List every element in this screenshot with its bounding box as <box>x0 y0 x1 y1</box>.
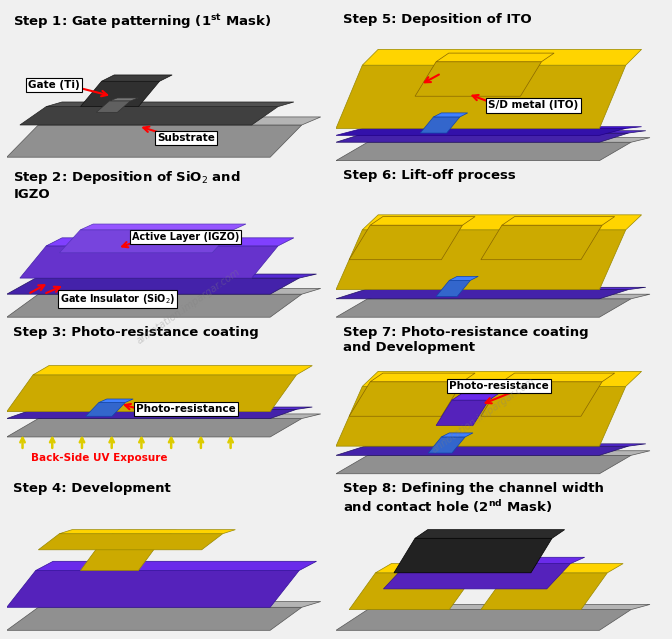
Polygon shape <box>81 538 162 571</box>
Polygon shape <box>7 125 302 157</box>
Text: Step 5: Deposition of ITO: Step 5: Deposition of ITO <box>343 13 531 26</box>
Polygon shape <box>436 281 470 296</box>
Text: Step 3: Photo-resistance coating: Step 3: Photo-resistance coating <box>13 326 259 339</box>
Polygon shape <box>452 394 498 400</box>
Polygon shape <box>336 65 626 128</box>
Polygon shape <box>481 225 602 259</box>
Polygon shape <box>7 375 296 412</box>
Polygon shape <box>7 278 299 294</box>
Polygon shape <box>336 133 628 142</box>
Polygon shape <box>336 446 628 456</box>
Polygon shape <box>38 534 222 550</box>
Polygon shape <box>349 381 462 416</box>
Polygon shape <box>33 407 312 410</box>
Polygon shape <box>368 450 650 456</box>
Polygon shape <box>59 230 233 253</box>
Text: Substrate: Substrate <box>157 133 215 142</box>
Text: Step 4: Development: Step 4: Development <box>13 482 171 495</box>
Text: Gate (Ti): Gate (Ti) <box>28 80 80 89</box>
Text: Step 1: Gate patterning (1$^\mathregular{st}$ Mask): Step 1: Gate patterning (1$^\mathregular… <box>13 13 271 31</box>
Polygon shape <box>336 456 631 473</box>
Polygon shape <box>7 607 302 630</box>
Polygon shape <box>433 113 468 117</box>
Polygon shape <box>481 381 602 416</box>
Text: S/D metal (ITO): S/D metal (ITO) <box>489 100 579 111</box>
Polygon shape <box>502 373 615 381</box>
Polygon shape <box>110 98 138 101</box>
Polygon shape <box>7 419 302 437</box>
Polygon shape <box>336 142 631 160</box>
Polygon shape <box>336 299 631 317</box>
Polygon shape <box>362 49 642 65</box>
Polygon shape <box>36 274 317 278</box>
Polygon shape <box>507 564 623 573</box>
Polygon shape <box>428 437 465 453</box>
Polygon shape <box>349 573 476 610</box>
Polygon shape <box>362 127 642 128</box>
Polygon shape <box>415 62 542 96</box>
Polygon shape <box>96 101 130 112</box>
Polygon shape <box>436 400 489 426</box>
Polygon shape <box>7 294 302 317</box>
Polygon shape <box>20 107 278 125</box>
Polygon shape <box>81 81 159 107</box>
Polygon shape <box>365 131 646 133</box>
Polygon shape <box>20 246 278 278</box>
Polygon shape <box>394 538 552 573</box>
Polygon shape <box>370 217 475 225</box>
Polygon shape <box>362 371 642 387</box>
Polygon shape <box>38 414 321 419</box>
Polygon shape <box>7 571 299 607</box>
Polygon shape <box>86 403 125 416</box>
Polygon shape <box>502 217 615 225</box>
Polygon shape <box>336 387 626 446</box>
Polygon shape <box>436 53 554 62</box>
Polygon shape <box>36 561 317 571</box>
Text: Active Layer (IGZO): Active Layer (IGZO) <box>132 232 239 242</box>
Polygon shape <box>38 288 321 294</box>
Polygon shape <box>104 530 176 538</box>
Polygon shape <box>365 444 646 446</box>
Polygon shape <box>38 601 321 607</box>
Polygon shape <box>33 366 312 375</box>
Polygon shape <box>407 557 585 564</box>
Polygon shape <box>415 530 564 538</box>
Polygon shape <box>368 604 650 610</box>
Polygon shape <box>384 564 571 589</box>
Polygon shape <box>336 610 631 630</box>
Text: Step 2: Deposition of SiO$_2$ and
IGZO: Step 2: Deposition of SiO$_2$ and IGZO <box>13 169 241 201</box>
Text: Photo-resistance: Photo-resistance <box>136 404 236 414</box>
Polygon shape <box>81 224 246 230</box>
Polygon shape <box>349 225 462 259</box>
Polygon shape <box>99 399 133 403</box>
Polygon shape <box>370 373 475 381</box>
Polygon shape <box>59 530 235 534</box>
Text: annotation.impargar.com: annotation.impargar.com <box>134 267 242 346</box>
Polygon shape <box>336 128 626 135</box>
Polygon shape <box>336 289 628 299</box>
Polygon shape <box>101 75 172 81</box>
Polygon shape <box>420 117 460 133</box>
Polygon shape <box>38 117 321 125</box>
Text: Step 7: Photo-resistance coating
and Development: Step 7: Photo-resistance coating and Dev… <box>343 326 588 354</box>
Text: Step 6: Lift-off process: Step 6: Lift-off process <box>343 169 515 182</box>
Polygon shape <box>46 238 294 246</box>
Polygon shape <box>7 410 296 419</box>
Text: Back-Side UV Exposure: Back-Side UV Exposure <box>31 452 167 463</box>
Polygon shape <box>365 288 646 289</box>
Polygon shape <box>362 215 642 230</box>
Text: Gate Insulator (SiO$_2$): Gate Insulator (SiO$_2$) <box>60 292 175 306</box>
Text: Step 8: Defining the channel width
and contact hole (2$^\mathregular{nd}$ Mask): Step 8: Defining the channel width and c… <box>343 482 603 515</box>
Polygon shape <box>368 294 650 299</box>
Polygon shape <box>368 137 650 142</box>
Polygon shape <box>450 277 478 281</box>
Polygon shape <box>376 564 491 573</box>
Polygon shape <box>442 433 473 437</box>
Text: Photo-resistance: Photo-resistance <box>450 381 549 391</box>
Polygon shape <box>481 573 607 610</box>
Polygon shape <box>336 230 626 289</box>
Polygon shape <box>46 102 294 107</box>
Text: annotation.impargar.com: annotation.impargar.com <box>430 376 538 455</box>
